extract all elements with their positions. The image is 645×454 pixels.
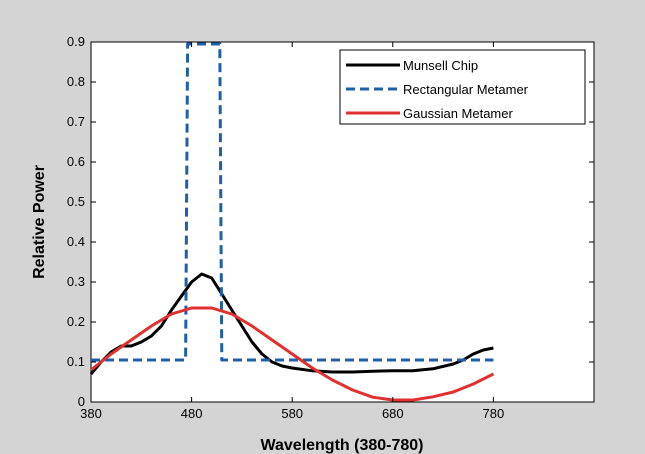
- y-axis-label: Relative Power: [31, 165, 48, 279]
- legend-label-gaussian-metamer: Gaussian Metamer: [403, 106, 513, 121]
- y-tick-label: 0.5: [67, 194, 85, 209]
- series-layer: [89, 42, 495, 402]
- legend-label-rectangular-metamer: Rectangular Metamer: [403, 82, 529, 97]
- y-tick-label: 0.6: [67, 154, 85, 169]
- y-tick-label: 0: [78, 394, 85, 409]
- y-tick-label: 0.4: [67, 234, 85, 249]
- series-line-gaussian-metamer: [90, 306, 495, 402]
- x-tick-label: 780: [483, 406, 505, 421]
- x-tick-label: 380: [80, 406, 102, 421]
- y-tick-label: 0.9: [67, 34, 85, 49]
- x-tick-label: 680: [382, 406, 404, 421]
- y-tick-label: 0.2: [67, 314, 85, 329]
- y-tick-label: 0.7: [67, 114, 85, 129]
- series-line-rectangular-metamer: [91, 42, 494, 362]
- y-tick-label: 0.8: [67, 74, 85, 89]
- x-tick-label: 480: [181, 406, 203, 421]
- y-tick-label: 0.1: [67, 354, 85, 369]
- tick-layer: 380 480 580 680 780 0 0.1 0.2 0.3 0.4 0.5 0.6 0.7 0.8…: [67, 34, 594, 421]
- legend: Munsell Chip Rectangular Metamer Gaussia…: [339, 49, 586, 125]
- x-axis-label: Wavelength (380-780): [260, 437, 423, 454]
- legend-label-munsell-chip: Munsell Chip: [403, 58, 478, 73]
- y-tick-label: 0.3: [67, 274, 85, 289]
- x-tick-label: 580: [281, 406, 303, 421]
- series-line-munsell-chip: [89, 272, 494, 375]
